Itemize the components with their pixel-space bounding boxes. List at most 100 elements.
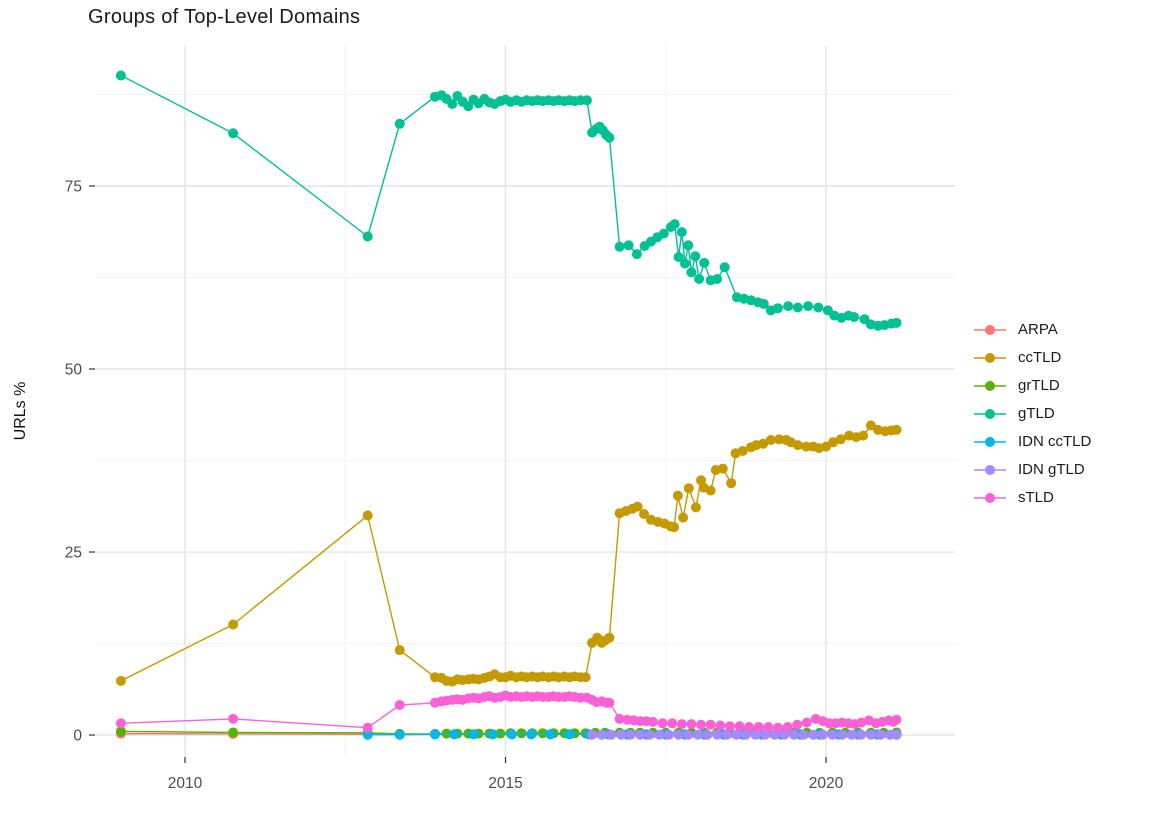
data-point (581, 95, 592, 106)
data-point (789, 729, 799, 740)
data-point (694, 274, 705, 284)
data-point (115, 675, 126, 686)
data-point (715, 720, 726, 731)
data-point (580, 672, 591, 683)
data-point (115, 726, 126, 737)
legend-item-idn-cctld: IDN ccTLD (972, 432, 1091, 451)
data-point (647, 716, 658, 727)
data-point (856, 729, 867, 740)
legend-item-cctld: ccTLD (972, 348, 1091, 367)
data-point (744, 722, 755, 732)
data-point (678, 512, 689, 523)
y-tick-label: 50 (65, 362, 83, 379)
data-point (228, 128, 239, 139)
data-point (468, 729, 479, 740)
data-point (813, 302, 824, 313)
data-point (394, 645, 405, 656)
y-tick-label: 0 (73, 728, 82, 745)
data-point (676, 227, 687, 238)
data-point (692, 729, 703, 740)
data-point (712, 729, 723, 740)
data-point (721, 729, 732, 740)
legend-key-icon (974, 352, 1006, 363)
data-point (228, 619, 239, 630)
data-point (801, 441, 812, 452)
data-point (726, 478, 737, 489)
data-point (673, 729, 684, 740)
legend-item-stld: sTLD (972, 488, 1091, 507)
data-point (856, 717, 867, 728)
data-point (623, 240, 634, 251)
data-point (686, 267, 697, 278)
data-point (801, 717, 812, 728)
data-point (676, 719, 687, 730)
legend-label: grTLD (1018, 377, 1060, 394)
data-point (717, 463, 728, 474)
legend-key-icon (974, 464, 1006, 475)
data-point (702, 729, 713, 740)
data-point (362, 510, 373, 521)
y-tick-label: 75 (65, 178, 82, 195)
data-point (537, 728, 548, 739)
data-point (606, 729, 617, 740)
data-point (792, 302, 803, 313)
data-point (362, 231, 373, 242)
data-point (672, 490, 683, 501)
data-point (447, 99, 458, 109)
data-point (699, 257, 710, 268)
series-line-gtld (120, 74, 897, 327)
data-point (891, 729, 902, 740)
data-point (705, 719, 716, 730)
data-point (763, 722, 774, 732)
data-point (779, 729, 790, 740)
x-tick-label: 2010 (168, 775, 203, 792)
data-point (362, 722, 373, 733)
data-point (792, 440, 803, 451)
legend-label: ccTLD (1018, 349, 1062, 366)
chart-title: Groups of Top-Level Domains (88, 6, 361, 28)
legend-key-icon (974, 492, 1006, 503)
data-point (835, 434, 846, 445)
data-point (449, 729, 460, 740)
data-point (875, 729, 886, 740)
y-tick-label: 25 (65, 545, 82, 562)
data-point (750, 729, 761, 740)
data-point (846, 729, 857, 740)
data-point (545, 729, 556, 740)
data-point (115, 70, 126, 81)
data-point (760, 729, 771, 740)
data-point (828, 437, 839, 448)
legend: ARPA ccTLD grTLD gTLD IDN ccTLD IDN gTLD sTLD (972, 320, 1091, 507)
data-point (731, 729, 742, 740)
data-point (228, 713, 239, 724)
x-tick-label: 2015 (488, 775, 522, 792)
data-point (669, 219, 680, 230)
data-point (394, 729, 405, 740)
data-point (891, 317, 902, 328)
data-point (394, 700, 405, 710)
data-point (228, 727, 239, 738)
data-point (394, 118, 405, 129)
data-point (680, 258, 690, 269)
data-point (740, 729, 751, 740)
data-point (724, 721, 735, 732)
data-point (712, 274, 723, 284)
data-point (587, 729, 598, 740)
data-point (783, 301, 794, 312)
data-point (632, 501, 643, 512)
data-point (758, 438, 769, 449)
data-point (705, 485, 716, 496)
data-point (673, 252, 684, 262)
data-point (441, 728, 452, 739)
data-point (683, 729, 694, 740)
data-point (596, 729, 607, 740)
data-point (803, 301, 814, 312)
data-point (487, 729, 498, 740)
data-point (683, 483, 694, 494)
data-point (625, 729, 636, 740)
y-axis-title: URLs % (12, 381, 29, 441)
data-point (808, 729, 819, 740)
data-point (719, 262, 730, 273)
data-point (667, 718, 678, 729)
